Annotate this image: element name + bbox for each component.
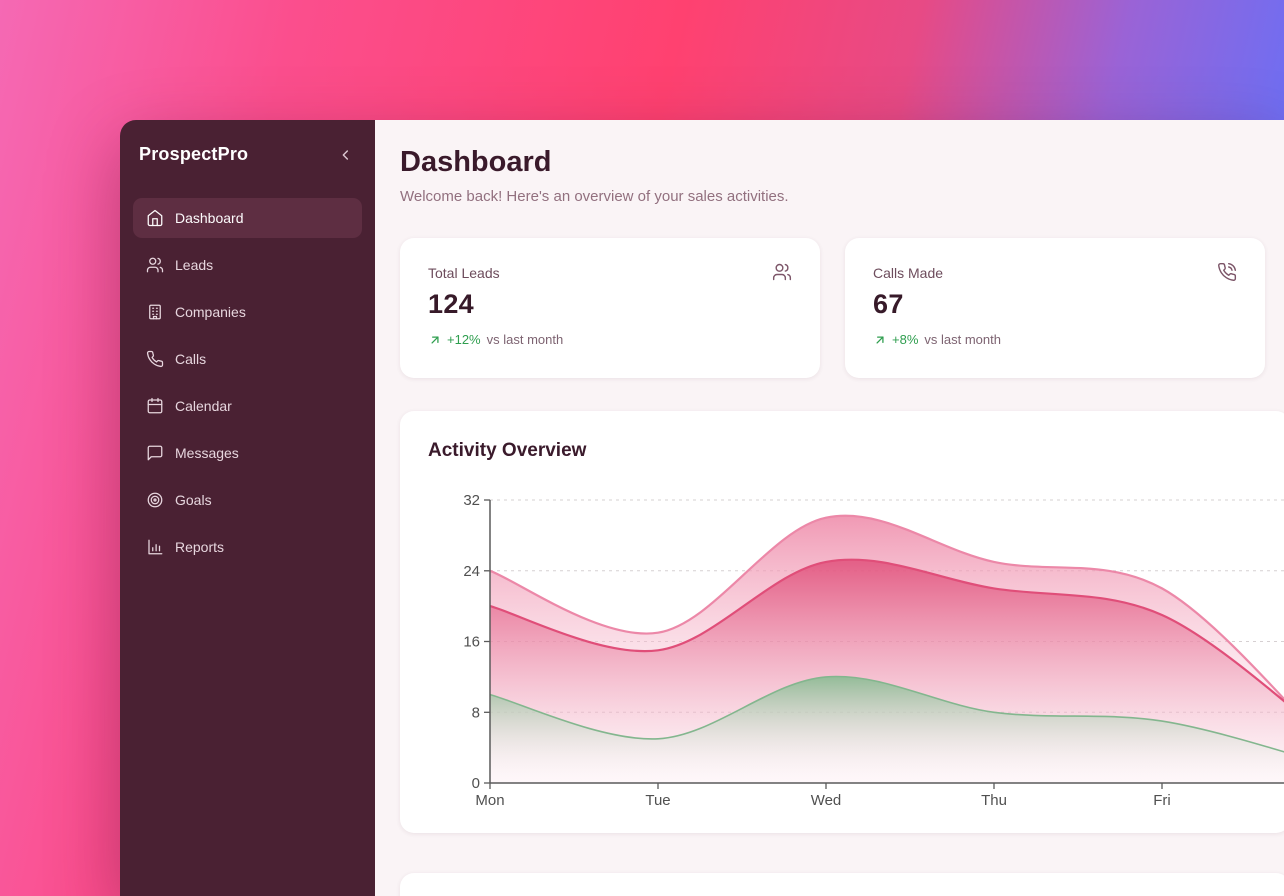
stat-card-header: Total Leads — [428, 262, 792, 282]
stat-trend: +12% vs last month — [428, 332, 792, 347]
trend-suffix: vs last month — [486, 332, 564, 347]
page-title: Dashboard — [400, 146, 552, 178]
users-icon — [772, 262, 792, 282]
message-square-icon — [146, 444, 164, 462]
sidebar-item-label: Calendar — [175, 398, 232, 414]
chevron-left-icon — [338, 147, 354, 163]
svg-text:0: 0 — [472, 775, 480, 792]
sidebar-item-label: Leads — [175, 257, 214, 273]
stat-value: 67 — [873, 289, 904, 319]
page-subtitle: Welcome back! Here's an overview of your… — [400, 188, 789, 205]
svg-text:Mon: Mon — [475, 792, 504, 809]
building-icon — [146, 303, 164, 321]
svg-text:32: 32 — [463, 492, 480, 509]
app-window: ProspectPro Dashboard Leads Companies — [120, 120, 1284, 896]
sidebar-item-calls[interactable]: Calls — [133, 339, 362, 379]
sidebar-item-label: Messages — [175, 445, 239, 461]
stat-trend: +8% vs last month — [873, 332, 1237, 347]
trend-percent: +8% — [892, 332, 919, 347]
trend-positive: +12% — [428, 332, 481, 347]
main-content: Dashboard Welcome back! Here's an overvi… — [375, 120, 1284, 896]
home-icon — [146, 209, 164, 227]
sidebar-item-dashboard[interactable]: Dashboard — [133, 198, 362, 238]
phone-icon — [146, 350, 164, 368]
sidebar-item-companies[interactable]: Companies — [133, 292, 362, 332]
brand-logo: ProspectPro — [139, 144, 249, 164]
arrow-up-right-icon — [428, 333, 442, 347]
svg-text:Tue: Tue — [645, 792, 670, 809]
trend-positive: +8% — [873, 332, 918, 347]
stats-row: Total Leads 124 +12% vs last month Calls… — [400, 238, 1284, 378]
sidebar-collapse-button[interactable] — [336, 145, 356, 165]
svg-text:16: 16 — [463, 634, 480, 651]
activity-overview-card: Activity Overview 0 8 16 24 32 Mon Tue Wed Thu Fr… — [400, 411, 1284, 833]
sidebar-item-label: Calls — [175, 351, 207, 367]
users-icon — [146, 256, 164, 274]
sidebar-item-label: Goals — [175, 492, 212, 508]
trend-percent: +12% — [447, 332, 481, 347]
svg-text:8: 8 — [472, 704, 480, 721]
sidebar-item-leads[interactable]: Leads — [133, 245, 362, 285]
chart-title: Activity Overview — [428, 440, 587, 461]
svg-text:24: 24 — [463, 563, 480, 580]
sidebar-header: ProspectPro — [133, 144, 362, 165]
svg-text:Wed: Wed — [811, 792, 842, 809]
activity-area-chart: 0 8 16 24 32 Mon Tue Wed Thu Fri — [463, 492, 1284, 809]
sidebar-item-label: Dashboard — [175, 210, 244, 226]
sidebar-item-label: Reports — [175, 539, 225, 555]
sidebar-item-messages[interactable]: Messages — [133, 433, 362, 473]
stat-card-header: Calls Made — [873, 262, 1237, 282]
trend-suffix: vs last month — [924, 332, 1001, 347]
sidebar: ProspectPro Dashboard Leads Companies — [120, 120, 375, 896]
svg-text:Thu: Thu — [981, 792, 1007, 809]
stat-label: Total Leads — [428, 265, 500, 281]
sidebar-item-calendar[interactable]: Calendar — [133, 386, 362, 426]
stat-label: Calls Made — [873, 265, 944, 281]
target-icon — [146, 491, 164, 509]
sidebar-item-goals[interactable]: Goals — [133, 480, 362, 520]
partial-card-below — [400, 873, 1284, 896]
phone-call-icon — [1217, 262, 1237, 282]
calendar-icon — [146, 397, 164, 415]
bar-chart-icon — [146, 538, 164, 556]
svg-text:Fri: Fri — [1153, 792, 1171, 809]
stat-card-total-leads: Total Leads 124 +12% vs last month — [400, 238, 820, 378]
sidebar-nav: Dashboard Leads Companies Calls Calendar… — [133, 198, 362, 567]
stat-value: 124 — [428, 289, 474, 319]
sidebar-item-reports[interactable]: Reports — [133, 527, 362, 567]
arrow-up-right-icon — [873, 333, 887, 347]
stat-card-calls-made: Calls Made 67 +8% vs last month — [845, 238, 1265, 378]
sidebar-item-label: Companies — [175, 304, 246, 320]
